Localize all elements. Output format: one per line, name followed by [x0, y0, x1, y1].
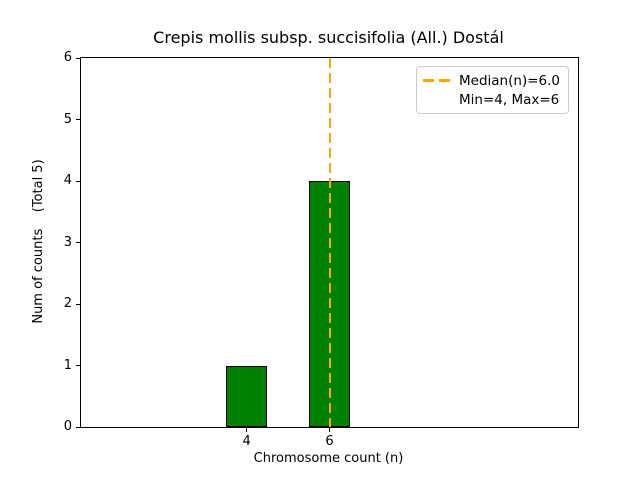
y-tick-5: [76, 119, 80, 120]
plot-area: Median(n)=6.0 Min=4, Max=6 4 6 0 1 2 3 4 5 6: [64, 50, 579, 449]
chart-title: Crepis mollis subsp. succisifolia (All.)…: [153, 28, 504, 47]
x-tick-label-6: 6: [325, 434, 334, 449]
y-axis-label: Num of counts (Total 5): [31, 159, 46, 324]
legend: Median(n)=6.0 Min=4, Max=6: [416, 66, 569, 114]
y-tick-label-5: 5: [63, 111, 72, 127]
legend-label-minmax: Min=4, Max=6: [459, 91, 560, 108]
y-tick-2: [76, 303, 80, 305]
x-tick-4: [246, 428, 248, 432]
legend-row-minmax: Min=4, Max=6: [423, 90, 560, 109]
median-dashed-line-legend-marker: [423, 79, 452, 82]
y-tick-label-0: 0: [63, 419, 72, 434]
y-tick-label-4: 4: [63, 173, 72, 188]
legend-label-median: Median(n)=6.0: [459, 72, 560, 89]
y-tick-1: [76, 365, 80, 366]
y-tick-label-1: 1: [63, 357, 72, 373]
y-tick-label-3: 3: [63, 234, 72, 250]
y-tick-label-6: 6: [63, 50, 72, 65]
y-tick-0: [76, 426, 80, 428]
y-tick-6: [76, 57, 80, 59]
bar-n4: [225, 365, 268, 427]
y-tick-label-2: 2: [63, 296, 72, 311]
x-tick-label-4: 4: [242, 434, 251, 449]
y-tick-4: [76, 180, 80, 182]
x-axis-label: Chromosome count (n): [253, 451, 404, 466]
legend-row-median: Median(n)=6.0: [423, 71, 560, 90]
x-tick-6: [329, 428, 330, 432]
empty-legend-marker: [423, 98, 451, 101]
median-line: [328, 58, 331, 427]
y-tick-3: [76, 242, 80, 243]
